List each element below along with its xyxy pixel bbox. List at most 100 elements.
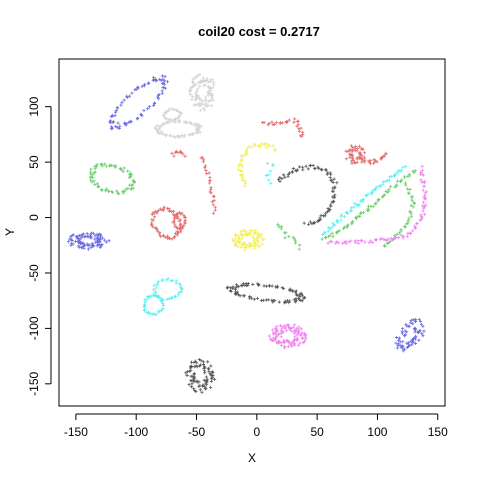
data-point [252,237,257,241]
y-tick-label: 50 [27,155,41,169]
data-point [326,225,331,230]
data-point [278,176,282,180]
data-point [100,164,104,168]
data-point [408,187,412,192]
x-axis: -150 -100 -50 0 50 100 150 [64,413,448,439]
data-point [275,329,279,334]
data-point [296,119,300,123]
data-point [79,246,84,250]
data-point [320,168,324,172]
data-point [375,185,379,189]
data-point [89,234,93,239]
data-point [169,278,173,283]
data-point [243,179,247,183]
data-point [198,388,202,392]
data-point [341,241,345,245]
data-point [233,239,237,243]
data-point [238,173,242,178]
data-point [202,102,206,107]
data-point [80,241,84,246]
data-point [369,161,373,166]
data-point [164,134,168,138]
data-point [419,170,423,174]
data-point [403,329,407,333]
data-point [353,240,357,245]
data-point [156,229,160,233]
data-point [278,121,282,126]
data-point [113,114,117,118]
data-point [183,220,187,224]
data-point [71,242,75,246]
data-point [191,81,195,85]
data-point [93,182,97,187]
data-point [421,204,425,208]
data-point [330,226,334,230]
data-point [153,126,157,130]
data-point [151,211,155,215]
chart-title: coil20 cost = 0.2717 [198,24,320,39]
data-point [301,165,305,169]
data-point [328,175,332,179]
data-point [199,98,203,102]
data-point [121,169,125,174]
data-point [159,298,163,303]
data-point [396,339,401,343]
data-point [319,167,323,171]
data-point [165,117,169,121]
data-point [156,95,160,99]
data-point [421,324,425,328]
data-point [194,96,199,101]
data-point [211,98,215,102]
data-point [297,293,301,297]
data-point [66,240,71,244]
data-point [85,242,89,246]
y-axis: -150 -100 -50 0 50 100 [27,96,52,396]
data-point [407,172,412,176]
x-tick-label: 0 [253,425,260,439]
data-point [207,99,211,103]
data-point [162,122,166,127]
data-point [115,105,119,110]
data-point [382,154,386,158]
data-point [280,177,284,181]
data-point [102,162,107,166]
data-point [192,377,196,381]
data-point [405,234,409,238]
data-point [243,181,248,185]
data-point [295,333,299,337]
data-point [394,236,398,240]
data-point [188,120,192,124]
data-point [117,126,121,131]
data-point [200,156,205,160]
data-point [189,374,193,378]
data-point [248,228,253,233]
data-point [209,385,213,389]
data-point [156,294,160,298]
data-point [362,155,366,160]
data-point [295,337,300,341]
data-point [240,284,244,288]
data-point [294,327,299,331]
data-point [293,335,297,339]
data-point [395,171,399,175]
data-point [142,109,146,113]
data-point [187,133,191,137]
data-point [351,158,356,162]
data-point [231,286,235,290]
data-point [195,102,199,107]
data-point [296,296,301,300]
data-point [275,284,280,288]
data-point [329,172,333,176]
y-tick-label: -50 [27,264,41,282]
data-point [158,124,162,129]
data-point [234,292,238,297]
data-point [324,211,328,215]
data-point [168,117,172,122]
data-point [209,104,214,108]
data-point [322,214,326,218]
data-point [193,76,197,80]
data-point [198,109,202,113]
data-point [413,224,417,228]
data-point [98,236,102,240]
data-point [113,163,117,168]
